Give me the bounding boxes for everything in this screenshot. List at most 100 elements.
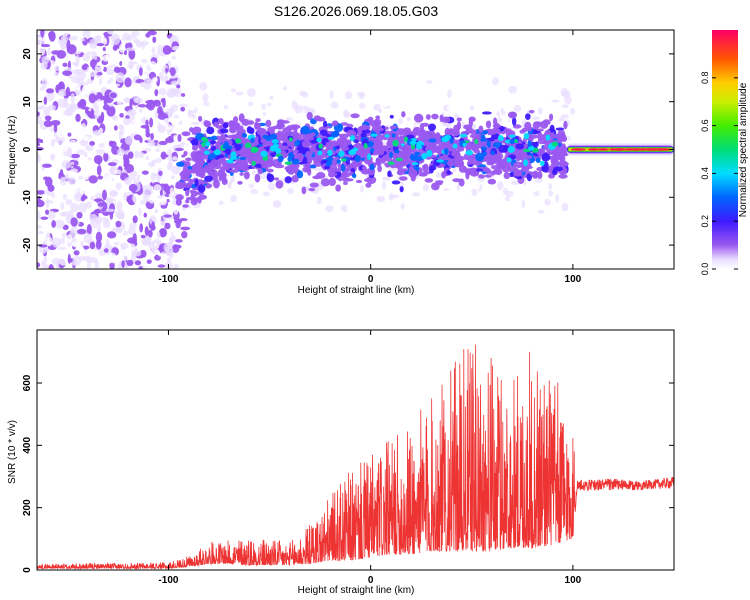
spectrogram-cell [83, 216, 91, 222]
spectrogram-cell [173, 263, 180, 269]
spectrogram-cell [45, 88, 55, 94]
spectrogram-cell [262, 112, 267, 116]
spectrogram-cell [67, 253, 71, 264]
spectrogram-cell [343, 186, 351, 195]
spectrogram-cell [81, 85, 91, 96]
spectrogram-cell [128, 200, 134, 205]
spectrogram-cell [436, 159, 444, 163]
spectrogram-cell [37, 146, 44, 151]
spectrogram-cell [251, 169, 256, 175]
spectrogram-cell [182, 204, 189, 208]
spectrogram-cell [37, 142, 41, 147]
spectrogram-cell [65, 199, 73, 206]
spectrogram-cell [548, 133, 557, 139]
spectrogram-cell [435, 172, 442, 178]
spectrogram-cell [138, 207, 142, 217]
spectrogram-cell [557, 129, 566, 139]
spectrogram-cell [250, 137, 255, 143]
spectrogram-cell [80, 196, 86, 202]
spectrogram-cell [66, 39, 71, 51]
spectrogram-cell [40, 30, 45, 38]
spectrogram-cell [473, 149, 481, 154]
spectrogram-cell [67, 147, 73, 159]
spectrogram-cell [408, 168, 418, 178]
spectrogram-cell [569, 169, 574, 175]
spectrogram-cell [70, 217, 78, 227]
spectrogram-cell [96, 98, 102, 107]
spectrogram-cell [117, 236, 125, 243]
spectrogram-cell [413, 113, 424, 123]
spectrogram-x-tick-label: 100 [565, 274, 582, 285]
spectrogram-cell [122, 40, 131, 44]
spectrogram-cell [170, 227, 175, 233]
spectrogram-y-tick-label: -10 [22, 190, 33, 205]
spectrogram-cell [492, 168, 500, 175]
spectrogram-cell [93, 198, 103, 203]
spectrogram-cell [272, 143, 279, 149]
spectrogram-cell [167, 75, 177, 79]
spectrogram-cell [432, 146, 439, 153]
spectrogram-cell [539, 160, 545, 167]
spectrogram-cell [162, 64, 169, 69]
spectrogram-cell [210, 159, 219, 166]
spectrogram-cell [325, 205, 334, 213]
spectrogram-cell [191, 138, 199, 147]
spectrogram-cell [90, 59, 97, 69]
spectrogram-cell [361, 124, 368, 131]
spectrogram-cell [105, 196, 112, 203]
spectrogram-cell [308, 164, 317, 169]
spectrogram-cell [58, 246, 67, 251]
spectrogram-cell [399, 186, 404, 193]
spectrogram-cell [112, 115, 118, 121]
spectrogram-cell [355, 179, 363, 184]
spectrogram-cell [146, 259, 152, 264]
spectrogram-cell [87, 262, 91, 269]
spectrogram-cell [250, 188, 258, 195]
spectrogram-cell [223, 104, 229, 110]
spectrogram-cell [107, 80, 112, 85]
spectrogram-cell [190, 198, 198, 206]
spectrogram-cell [121, 260, 125, 269]
spectrogram-cell [219, 128, 229, 134]
spectrogram-cell [343, 181, 348, 185]
spectrogram-cell [137, 50, 143, 58]
spectrogram-cell [161, 237, 168, 243]
spectrogram-cell [415, 143, 422, 150]
spectrogram-cell [266, 141, 273, 145]
spectrogram-cell [201, 167, 209, 173]
spectrogram-cell [91, 168, 97, 173]
spectrogram-cell [46, 236, 53, 247]
spectrogram-cell [456, 182, 461, 192]
snr-x-tick-label: 0 [368, 575, 374, 586]
spectrogram-cell [209, 140, 217, 145]
spectrogram-cell [553, 166, 563, 172]
spectrogram-cell [490, 165, 500, 170]
spectrogram-cell [107, 162, 117, 167]
spectrogram-cell [71, 241, 79, 248]
spectrogram-cell [533, 191, 540, 196]
spectrogram-cell [561, 202, 569, 212]
spectrogram-cell [138, 67, 143, 77]
spectrogram-cell [166, 162, 173, 171]
spectrogram-cell [257, 168, 263, 175]
spectrogram-cell [175, 194, 184, 201]
spectrogram-cell [157, 113, 167, 120]
spectrogram-cell [414, 151, 421, 156]
spectrogram-cell [379, 157, 385, 161]
spectrogram-cell [301, 139, 312, 148]
spectrogram-cell [207, 169, 215, 176]
spectrogram-cell [457, 171, 462, 178]
spectrogram-cell [370, 133, 378, 137]
spectrogram-cell [400, 168, 409, 172]
spectrogram-cell [113, 169, 122, 175]
spectrogram-cell [88, 175, 98, 184]
spectrogram-cell [148, 61, 157, 70]
spectrogram-cell [487, 178, 497, 185]
spectrogram-cell [59, 168, 64, 177]
spectrogram-cell [357, 91, 366, 97]
spectrogram-cell [51, 50, 61, 55]
spectrogram-cell [315, 161, 322, 167]
spectrogram-cell [41, 55, 50, 65]
spectrogram-cell [397, 128, 405, 134]
line-peak [597, 148, 610, 151]
